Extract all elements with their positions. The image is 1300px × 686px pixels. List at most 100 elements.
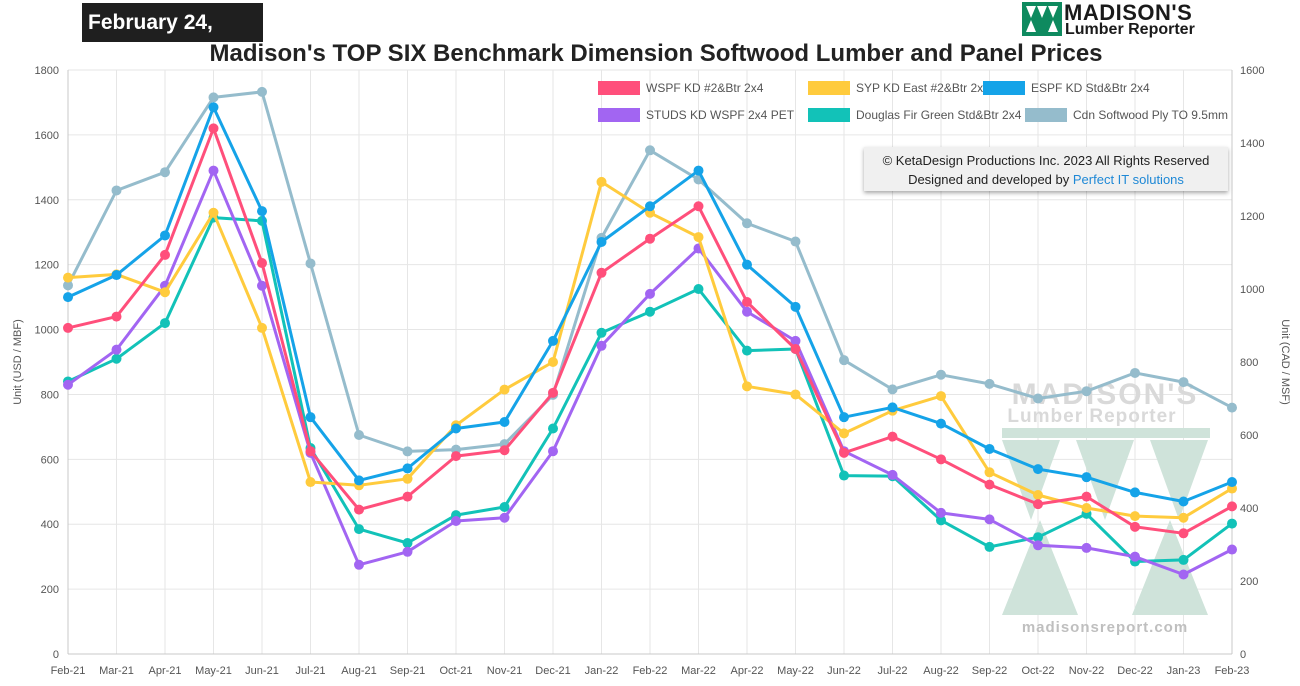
data-point (305, 412, 316, 423)
date-year: 2023 (88, 50, 135, 73)
watermark-mark-icon (1002, 428, 1210, 615)
data-point (936, 369, 946, 380)
data-point (839, 412, 849, 423)
legend-label: Douglas Fir Green Std&Btr 2x4 (856, 108, 1022, 122)
data-point (63, 272, 73, 283)
data-point (936, 454, 946, 465)
x-tick-label: Jun-21 (245, 665, 279, 677)
data-point (402, 446, 413, 457)
legend-swatch (808, 108, 850, 122)
y2-tick-label: 800 (1240, 357, 1258, 369)
legend-swatch (808, 81, 850, 95)
data-point (354, 559, 364, 570)
x-tick-label: Oct-22 (1021, 665, 1054, 677)
data-point (936, 507, 946, 518)
logo-subtitle: Lumber Reporter (1065, 21, 1195, 38)
x-tick-label: Dec-22 (1117, 665, 1152, 677)
data-point (1227, 518, 1237, 529)
data-point (354, 524, 364, 535)
data-point (596, 340, 607, 351)
data-point (111, 311, 122, 322)
x-tick-label: Feb-22 (633, 665, 668, 677)
data-point (1033, 393, 1043, 404)
data-point (208, 102, 219, 113)
x-tick-label: May-21 (195, 665, 232, 677)
data-point (160, 230, 170, 241)
data-point (548, 335, 558, 346)
y2-tick-label: 1200 (1240, 211, 1264, 223)
y-tick-label: 600 (41, 454, 59, 466)
y-tick-label: 1200 (35, 260, 59, 272)
data-point (111, 185, 122, 196)
y-axis-label: Unit (USD / MBF) (12, 319, 24, 405)
data-point (257, 206, 267, 217)
x-tick-label: Nov-21 (487, 665, 522, 677)
data-point (548, 387, 558, 398)
data-point (257, 86, 267, 97)
x-tick-label: Jul-21 (296, 665, 326, 677)
data-point (1178, 496, 1189, 507)
data-point (984, 378, 995, 389)
data-point (790, 344, 801, 355)
y2-tick-label: 200 (1240, 576, 1258, 588)
legend-swatch (983, 81, 1025, 95)
data-point (1033, 490, 1043, 501)
data-point (160, 287, 170, 298)
data-point (402, 538, 413, 549)
data-point (208, 92, 219, 103)
y2-tick-label: 0 (1240, 649, 1246, 661)
data-point (1178, 554, 1189, 565)
data-point (1178, 528, 1189, 539)
data-point (63, 322, 73, 333)
data-point (1178, 377, 1189, 388)
data-point (160, 249, 170, 260)
madisons-logo: MADISON'S Lumber Reporter (1022, 0, 1232, 40)
x-tick-label: Sep-21 (390, 665, 425, 677)
data-point (451, 451, 461, 462)
x-tick-label: Oct-21 (439, 665, 472, 677)
x-tick-label: Nov-22 (1069, 665, 1104, 677)
x-tick-label: May-22 (777, 665, 814, 677)
data-point (596, 176, 607, 187)
data-point (742, 381, 752, 392)
legend: WSPF KD #2&Btr 2x4 SYP KD East #2&Btr 2x4… (598, 81, 1228, 122)
x-tick-label: Sep-22 (972, 665, 1007, 677)
data-point (111, 353, 122, 364)
data-point (1130, 487, 1140, 498)
watermark-url: madisonsreport.com (1022, 619, 1188, 636)
y-tick-label: 1400 (35, 195, 59, 207)
data-point (1081, 491, 1092, 502)
x-tick-label: Apr-22 (730, 665, 763, 677)
x-tick-label: Mar-22 (681, 665, 716, 677)
x-tick-label: Jun-22 (827, 665, 861, 677)
data-point (1227, 501, 1237, 512)
data-point (839, 355, 849, 366)
data-point (839, 447, 849, 458)
data-point (936, 515, 946, 526)
watermark: MADISON'S Lumber Reporter madisonsreport… (1002, 378, 1210, 636)
data-point (1227, 402, 1237, 413)
legend-label: SYP KD East #2&Btr 2x4 (856, 81, 990, 95)
chart-title: Madison's TOP SIX Benchmark Dimension So… (209, 40, 1103, 67)
data-point (790, 335, 801, 346)
data-point (984, 541, 995, 552)
data-point (451, 423, 461, 434)
x-tick-label: Jan-23 (1167, 665, 1201, 677)
data-point (596, 236, 607, 247)
credit-link[interactable]: Perfect IT solutions (1072, 172, 1184, 187)
data-point (257, 322, 267, 333)
data-point (645, 288, 655, 299)
data-point (305, 446, 316, 457)
legend-label: WSPF KD #2&Btr 2x4 (646, 81, 764, 95)
x-tick-label: Dec-21 (535, 665, 570, 677)
credit-prefix: Designed and developed by (908, 172, 1070, 187)
data-point (693, 284, 704, 294)
data-point (742, 218, 752, 229)
data-point (257, 280, 267, 291)
data-point (1227, 477, 1237, 488)
y2-tick-label: 400 (1240, 503, 1258, 515)
data-point (354, 430, 364, 440)
y2-tick-label: 1000 (1240, 284, 1264, 296)
data-point (1081, 542, 1092, 553)
copyright-text: © KetaDesign Productions Inc. 2023 All R… (882, 153, 1210, 168)
